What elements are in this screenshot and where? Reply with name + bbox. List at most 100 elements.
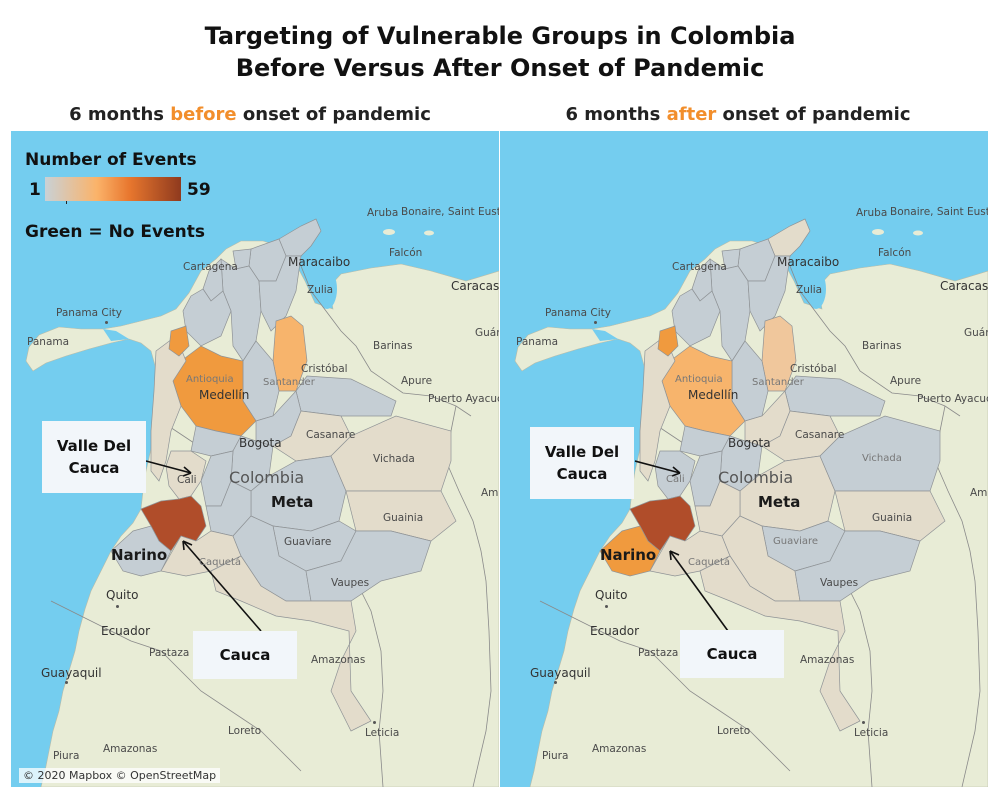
cauca-arrow-line [669,550,729,632]
label-barinas: Barinas [862,340,902,352]
dept-cesar [258,255,302,332]
label-panama-city: Panama City [545,307,611,319]
label-vaupes: Vaupes [820,577,859,589]
subtitle-after: 6 months after onset of pandemic [565,104,911,125]
label-quito: Quito [595,588,628,602]
dept-choco [150,335,187,482]
label-cristobal: Cristóbal [790,363,837,375]
label-guaviare: Guaviare [773,536,819,547]
label-quito: Quito [106,588,139,602]
label-falcon: Falcón [389,247,423,259]
label-bonaire: Bonaire, Saint Eustatius and Saba [890,206,988,218]
callout-cauca: Cauca [680,630,784,678]
dept-choco-north [657,325,679,357]
subtitle-before-highlight: before [170,104,237,125]
dot-quito [605,605,608,608]
label-aruba: Aruba [856,207,888,219]
subtitle-after-highlight: after [666,104,717,125]
dept-choco-north [168,325,190,357]
island-bonaire [424,230,434,236]
label-puerto-ayacucho: Puerto Ayacucho [428,393,499,405]
label-piura: Piura [542,750,569,762]
valle-arrowhead [182,466,192,477]
label-guainia: Guainia [383,512,424,524]
legend-note: Green = No Events [25,222,205,242]
cauca-arrow-line [182,540,262,632]
dot-leticia [862,721,865,724]
label-panama: Panama [516,336,559,348]
label-antioquia: Antioquia [186,374,234,385]
label-medellin: Medellín [688,388,739,402]
dot-quito [116,605,119,608]
gulf [103,329,129,341]
label-caqueta: Caquetá [688,557,730,568]
label-amazonas-pe: Amazonas [103,743,158,755]
dot-guayaquil [65,681,68,684]
label-santander: Santander [263,377,315,388]
label-loreto: Loreto [717,725,751,737]
label-pastaza: Pastaza [149,647,190,659]
label-amazonas-pe: Amazonas [592,743,647,755]
label-vichada: Vichada [373,453,415,465]
label-vichada: Vichada [862,453,902,464]
label-medellin: Medellín [199,388,250,402]
label-guainia: Guainia [872,512,913,524]
label-guayaquil: Guayaquil [41,666,102,680]
map-after[interactable]: Aruba Bonaire, Saint Eustatius and Saba … [500,131,988,787]
label-santander: Santander [752,377,804,388]
label-colombia: Colombia [718,468,794,487]
map-after-svg [500,131,988,787]
cauca-arrowhead [669,550,680,561]
label-guarico: Guáric [964,327,988,339]
label-maracaibo: Maracaibo [288,255,351,269]
label-cartagena: Cartagena [672,261,727,273]
label-caracas: Caracas [451,279,499,293]
dept-narino [110,525,172,577]
subtitle-before: 6 months before onset of pandemic [69,104,431,125]
legend-color-ramp [45,177,181,201]
colombia-departments [599,218,946,732]
label-loreto: Loreto [228,725,262,737]
label-casanare: Casanare [795,429,845,441]
island-aruba [872,229,884,235]
label-caqueta: Caquetá [199,557,241,568]
legend-title: Number of Events [25,150,197,170]
callout-valle-del-cauca: Valle Del Cauca [530,427,634,499]
legend-min: 1 [29,180,41,200]
lake-maracaibo [317,269,337,309]
legend-tick [66,201,67,204]
label-maracaibo: Maracaibo [777,255,840,269]
callout-cauca: Cauca [193,631,297,679]
gulf [592,329,618,341]
label-piura: Piura [53,750,80,762]
label-ecuador: Ecuador [590,624,640,638]
label-am: Am [481,487,499,499]
label-vaupes: Vaupes [331,577,370,589]
callout-arrows [145,460,262,632]
label-narino: Narino [600,546,657,564]
map-attribution[interactable]: © 2020 Mapbox © OpenStreetMap [19,768,221,783]
label-pastaza: Pastaza [638,647,679,659]
dept-amazonas [699,555,861,732]
label-meta: Meta [271,493,314,511]
label-leticia: Leticia [365,727,400,739]
map-before[interactable]: Aruba Bonaire, Saint Eustatius and Saba … [11,131,499,787]
island-bonaire [913,230,923,236]
dept-narino [599,525,661,577]
label-cristobal: Cristóbal [301,363,348,375]
dot-leticia [373,721,376,724]
label-casanare: Casanare [306,429,356,441]
label-amazonas-co: Amazonas [311,654,366,666]
map-before-svg [11,131,499,787]
label-falcon: Falcón [878,247,912,259]
cauca-arrowhead [182,540,193,551]
title-line-1: Targeting of Vulnerable Groups in Colomb… [204,22,796,50]
label-apure: Apure [401,375,433,387]
label-barinas: Barinas [373,340,413,352]
label-aruba: Aruba [367,207,399,219]
label-apure: Apure [890,375,922,387]
label-guayaquil: Guayaquil [530,666,591,680]
dept-amazonas [210,555,372,732]
dot-panama-city [594,321,597,324]
label-narino: Narino [111,546,168,564]
